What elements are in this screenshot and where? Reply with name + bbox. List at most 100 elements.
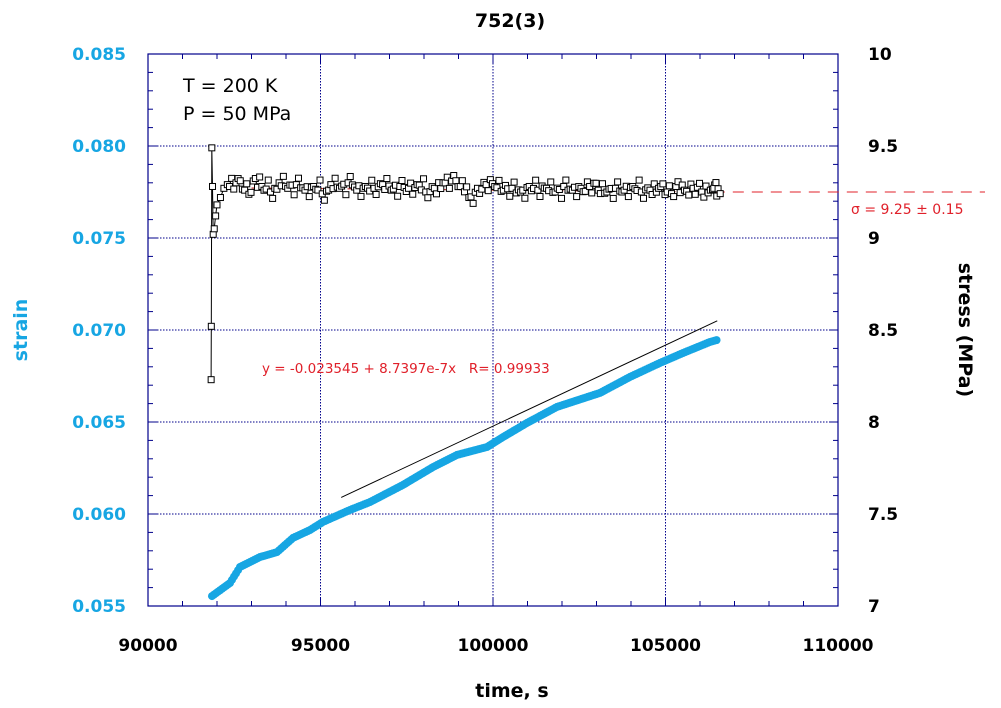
y-right-tick-label: 9.5 [868,137,898,157]
stress-point [521,194,529,202]
stress-point [547,178,555,186]
stress-point [700,193,708,201]
stress-point [346,172,354,180]
stress-point [209,182,217,190]
grid [148,54,838,606]
stress-point [236,177,244,185]
stress-point [207,376,215,384]
stress-point [588,189,596,197]
y-left-tick-label: 0.065 [72,413,126,433]
stress-point [670,193,678,201]
fit-line [340,320,718,498]
fit-equation: y = -0.023545 + 8.7397e-7x R= 0.99933 [262,361,550,377]
stress-point [685,191,693,199]
plot-frame [147,53,839,607]
stress-point [659,180,667,188]
strain-point [712,336,721,345]
y-right-tick-label: 10 [868,45,892,65]
stress-point [314,186,322,194]
stress-point [383,175,391,183]
y-left-axis-label: strain [10,299,32,362]
y-left-tick-label: 0.070 [72,321,126,341]
stress-point [635,176,643,184]
stress-point [290,191,298,199]
stress-point [269,194,277,202]
x-tick-label: 95000 [291,636,350,656]
y-left-tick-label: 0.055 [72,597,126,617]
x-tick-label: 110000 [803,636,874,656]
stress-point [216,194,224,202]
stress-point [437,185,445,193]
temperature-label: T = 200 K [182,75,278,97]
stress-point [294,174,302,182]
stress-point [424,194,432,202]
stress-point [614,178,622,186]
stress-point [208,144,216,152]
stress-point [452,177,460,185]
y-left-tick-label: 0.080 [72,137,126,157]
stress-point [532,176,540,184]
x-tick-label: 105000 [630,636,701,656]
stress-point [212,212,220,220]
stress-point [469,199,477,207]
stress-point [562,176,570,184]
sigma-label: σ = 9.25 ± 0.15 [851,202,963,218]
stress-point [506,192,514,200]
y-right-tick-label: 7.5 [868,505,898,525]
stress-point [256,173,264,181]
stress-point [609,194,617,202]
stress-point [573,193,581,201]
stress-point [445,184,453,192]
stress-point [305,193,313,201]
y-left-tick-label: 0.085 [72,45,126,65]
stress-point [696,179,704,187]
stress-point [230,185,238,193]
x-axis-label: time, s [475,680,548,702]
stress-point [712,179,720,187]
stress-point [247,188,255,196]
tick-labels: 90000 95000 100000 105000 110000 0.055 0.060 0.… [72,45,898,656]
y-right-axis-label: stress (MPa) [954,263,976,397]
stress-point [592,179,600,187]
stress-point [264,176,272,184]
stress-point [320,196,328,204]
stress-point [484,187,492,195]
stress-point [394,192,402,200]
y-left-tick-label: 0.060 [72,505,126,525]
stress-point [691,190,699,198]
stress-point [599,180,607,188]
stress-point [357,192,365,200]
y-right-tick-label: 8 [868,413,880,433]
stress-point [467,193,475,201]
stress-point [210,225,218,233]
x-tick-label: 100000 [458,636,529,656]
stress-point [207,322,215,330]
stress-point [639,194,647,202]
y-right-tick-label: 8.5 [868,321,898,341]
stress-point [398,177,406,185]
x-tick-label: 90000 [118,636,177,656]
y-right-tick-label: 9 [868,229,880,249]
stress-point [495,176,503,184]
stress-point [368,176,376,184]
stress-point [624,193,632,201]
stress-point [536,192,544,200]
stress-point [510,178,518,186]
stress-point [331,174,339,182]
stress-point [463,183,471,191]
stress-point [702,182,710,190]
stress-point [213,201,221,209]
stress-point [279,172,287,180]
stress-point [316,176,324,184]
stress-point [716,190,724,198]
stress-point [372,190,380,198]
stress-point [458,177,466,185]
y-left-tick-label: 0.075 [72,229,126,249]
y-right-tick-label: 7 [868,597,880,617]
stress-point [420,175,428,183]
data-marks [207,144,985,601]
stress-point [409,190,417,198]
pressure-label: P = 50 MPa [183,103,291,125]
stress-point [342,191,350,199]
